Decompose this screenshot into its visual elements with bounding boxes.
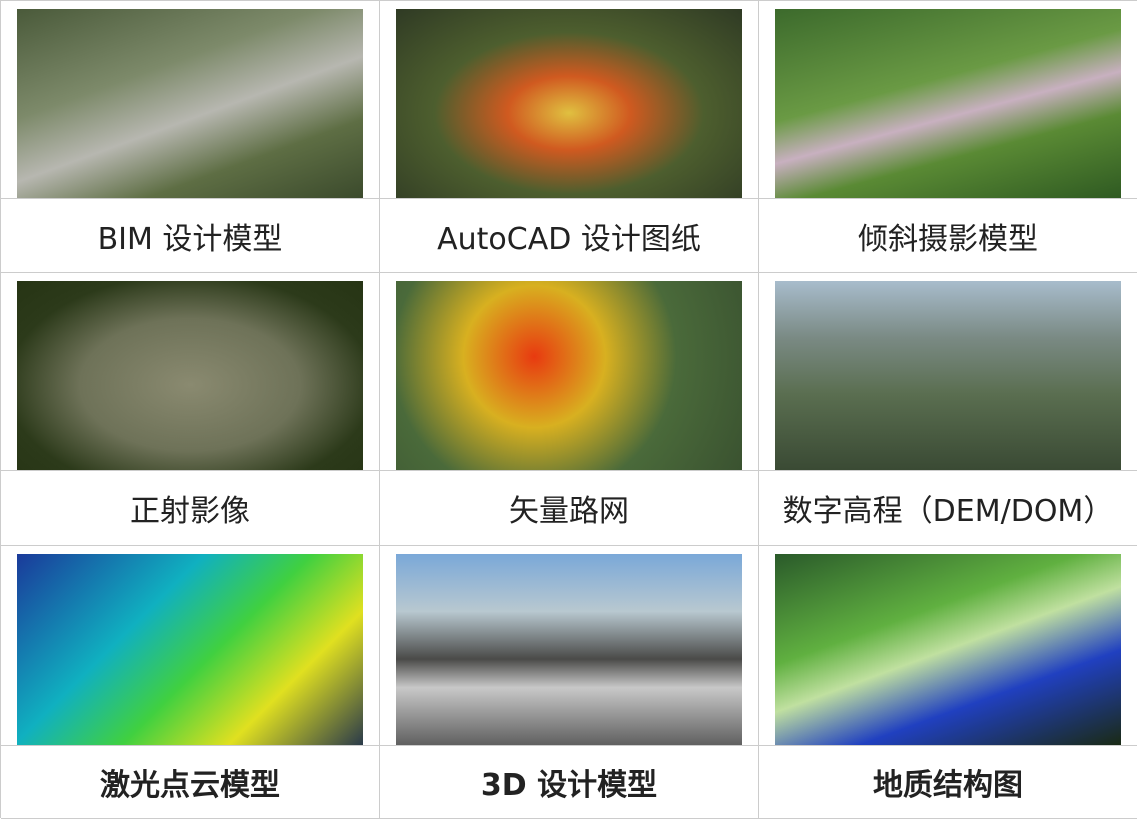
image-frame	[759, 1, 1137, 199]
preview-image	[396, 9, 742, 198]
caption: 矢量路网	[380, 471, 759, 546]
image-frame	[380, 1, 759, 199]
caption: BIM 设计模型	[1, 199, 380, 273]
preview-image	[17, 9, 363, 198]
caption: 正射影像	[1, 471, 380, 546]
preview-image	[775, 281, 1121, 470]
image-frame	[1, 273, 380, 471]
caption: AutoCAD 设计图纸	[380, 199, 759, 273]
image-frame	[759, 273, 1137, 471]
preview-image	[17, 281, 363, 470]
preview-image	[775, 554, 1121, 745]
caption: 数字高程（DEM/DOM）	[759, 471, 1137, 546]
preview-image	[396, 281, 742, 470]
caption: 3D 设计模型	[380, 746, 759, 819]
image-frame	[759, 546, 1137, 746]
image-frame	[1, 1, 380, 199]
preview-image	[17, 554, 363, 745]
preview-image	[775, 9, 1121, 198]
image-frame	[380, 273, 759, 471]
preview-image	[396, 554, 742, 745]
caption: 地质结构图	[759, 746, 1137, 819]
caption: 倾斜摄影模型	[759, 199, 1137, 273]
image-frame	[1, 546, 380, 746]
caption: 激光点云模型	[1, 746, 380, 819]
image-frame	[380, 546, 759, 746]
